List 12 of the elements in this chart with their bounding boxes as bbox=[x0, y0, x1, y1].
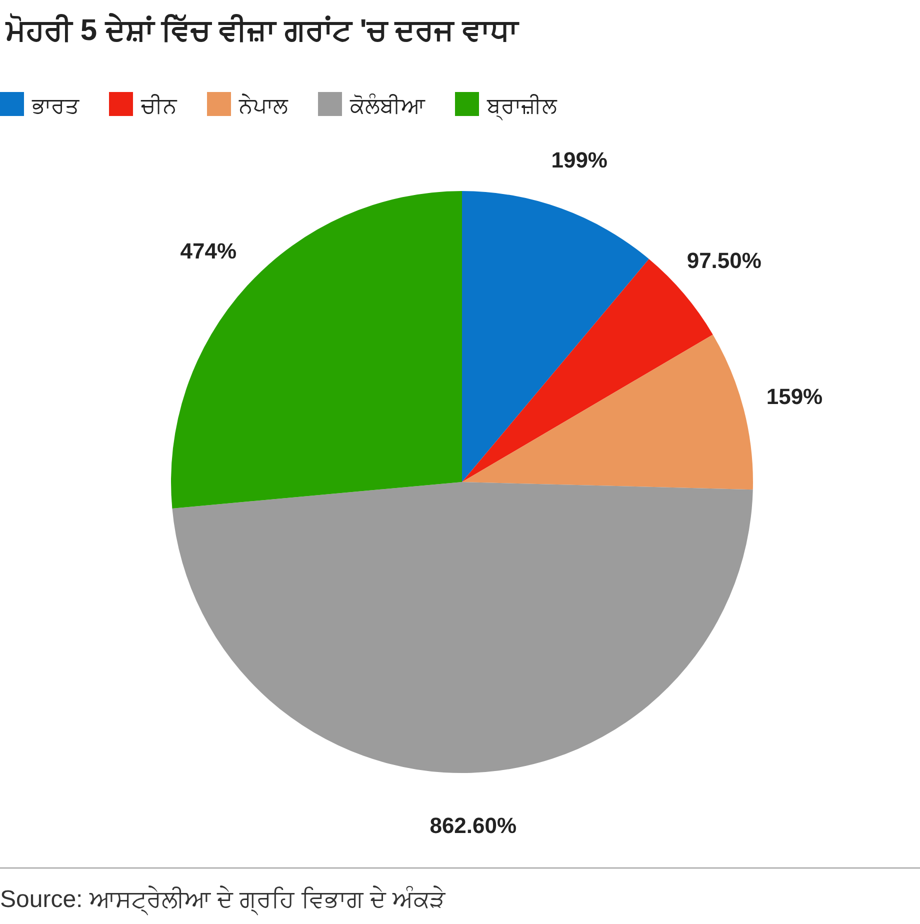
legend-label: ਬ੍ਰਾਜ਼ੀਲ bbox=[486, 93, 558, 121]
data-label: 199% bbox=[551, 147, 608, 172]
data-label: 474% bbox=[180, 238, 237, 264]
legend-label: ਕੋਲੰਬੀਆ bbox=[349, 93, 426, 118]
legend-label: ਭਾਰਤ bbox=[31, 93, 80, 118]
chart-title: ਮੋਹਰੀ 5 ਦੇਸ਼ਾਂ ਵਿੱਚ ਵੀਜ਼ਾ ਗਰਾਂਟ 'ਚ ਦਰਜ ਵਾਧਾ bbox=[5, 13, 520, 47]
data-label: 97.50% bbox=[686, 248, 762, 274]
data-label: 862.60% bbox=[430, 813, 517, 838]
legend-label: ਨੇਪਾਲ bbox=[238, 93, 289, 118]
source-note: Source: ਆਸਟ੍ਰੇਲੀਆ ਦੇ ਗ੍ਰਹਿ ਵਿਭਾਗ ਦੇ ਅੰਕੜੇ bbox=[0, 886, 447, 916]
data-label: 159% bbox=[766, 384, 823, 410]
legend-label: ਚੀਨ bbox=[140, 93, 178, 118]
